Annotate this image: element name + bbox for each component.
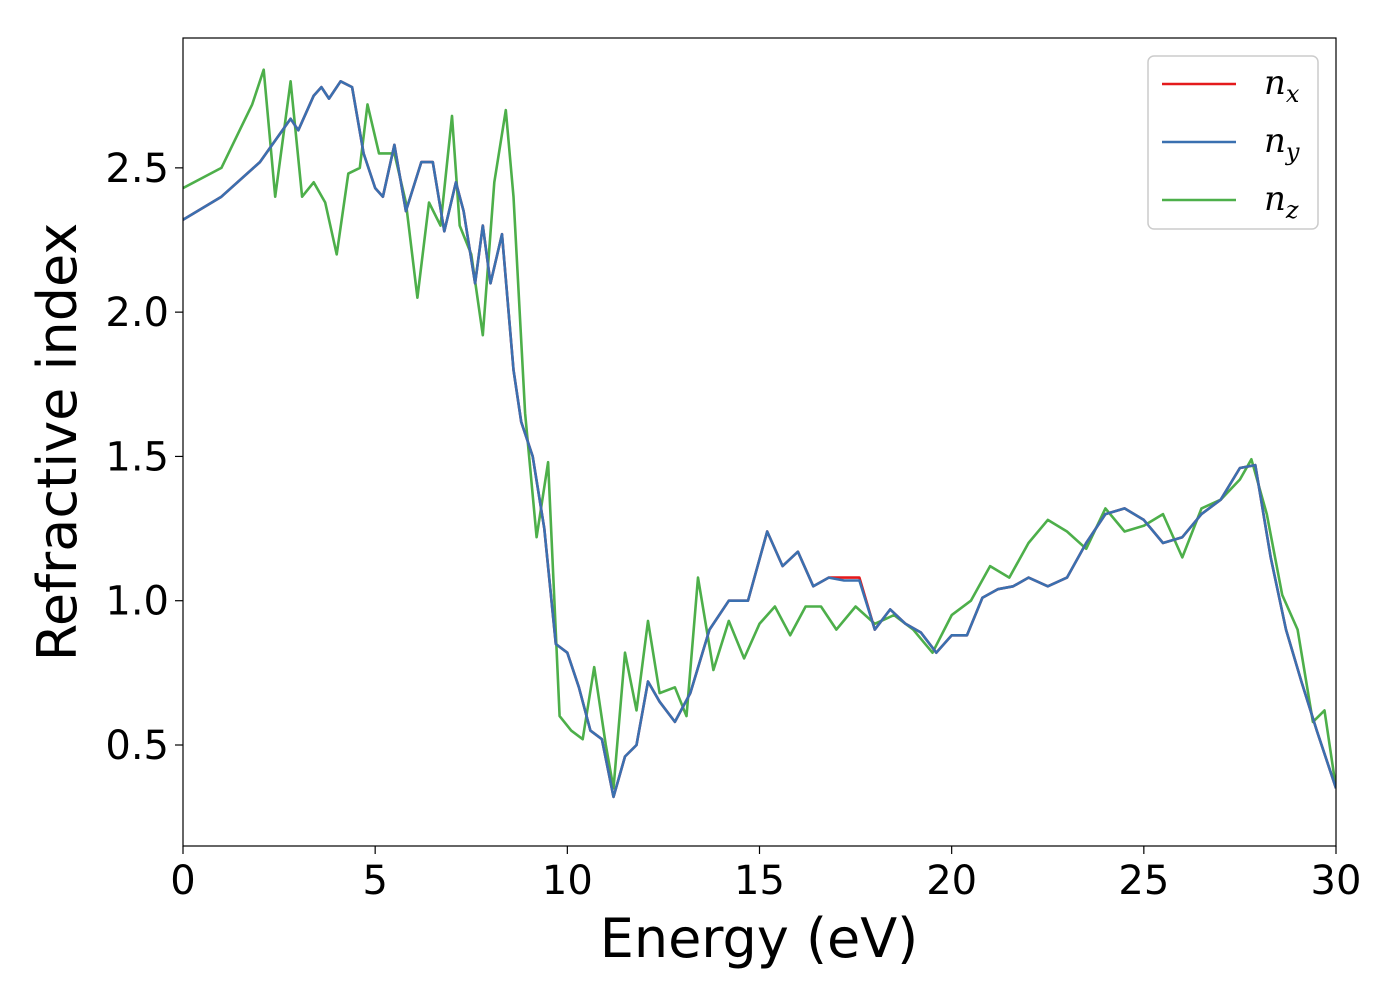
series-layer bbox=[183, 68, 1336, 799]
series-line-ny bbox=[183, 80, 1336, 799]
x-tick-label: 15 bbox=[734, 858, 785, 904]
x-tick-label: 0 bbox=[170, 858, 195, 904]
y-axis: 0.5 1.0 1.5 2.0 2.5 bbox=[105, 146, 183, 769]
legend-label-nz: nz bbox=[1264, 179, 1299, 224]
x-tick-label: 10 bbox=[542, 858, 593, 904]
legend-subscript: x bbox=[1286, 80, 1300, 108]
legend-symbol: n bbox=[1264, 63, 1286, 103]
legend-label-ny: ny bbox=[1264, 121, 1300, 166]
x-tick-label: 5 bbox=[362, 858, 387, 904]
legend-symbol: n bbox=[1264, 121, 1286, 161]
series-line-nz bbox=[183, 68, 1336, 790]
x-axis-label: Energy (eV) bbox=[600, 907, 919, 970]
x-tick-label: 25 bbox=[1118, 858, 1169, 904]
x-tick-label: 20 bbox=[926, 858, 977, 904]
x-tick-label: 30 bbox=[1311, 858, 1362, 904]
y-tick-label: 2.5 bbox=[105, 146, 169, 192]
y-tick-label: 0.5 bbox=[105, 723, 169, 769]
legend-label-nx: nx bbox=[1264, 63, 1300, 108]
y-tick-label: 1.5 bbox=[105, 434, 169, 480]
legend-subscript: z bbox=[1285, 196, 1299, 224]
legend-symbol: n bbox=[1264, 179, 1286, 219]
x-axis: 0 5 10 15 20 25 30 bbox=[170, 846, 1361, 904]
y-tick-label: 1.0 bbox=[105, 579, 169, 625]
legend-subscript: y bbox=[1285, 138, 1300, 166]
y-axis-label: Refractive index bbox=[26, 223, 89, 662]
y-tick-label: 2.0 bbox=[105, 290, 169, 336]
